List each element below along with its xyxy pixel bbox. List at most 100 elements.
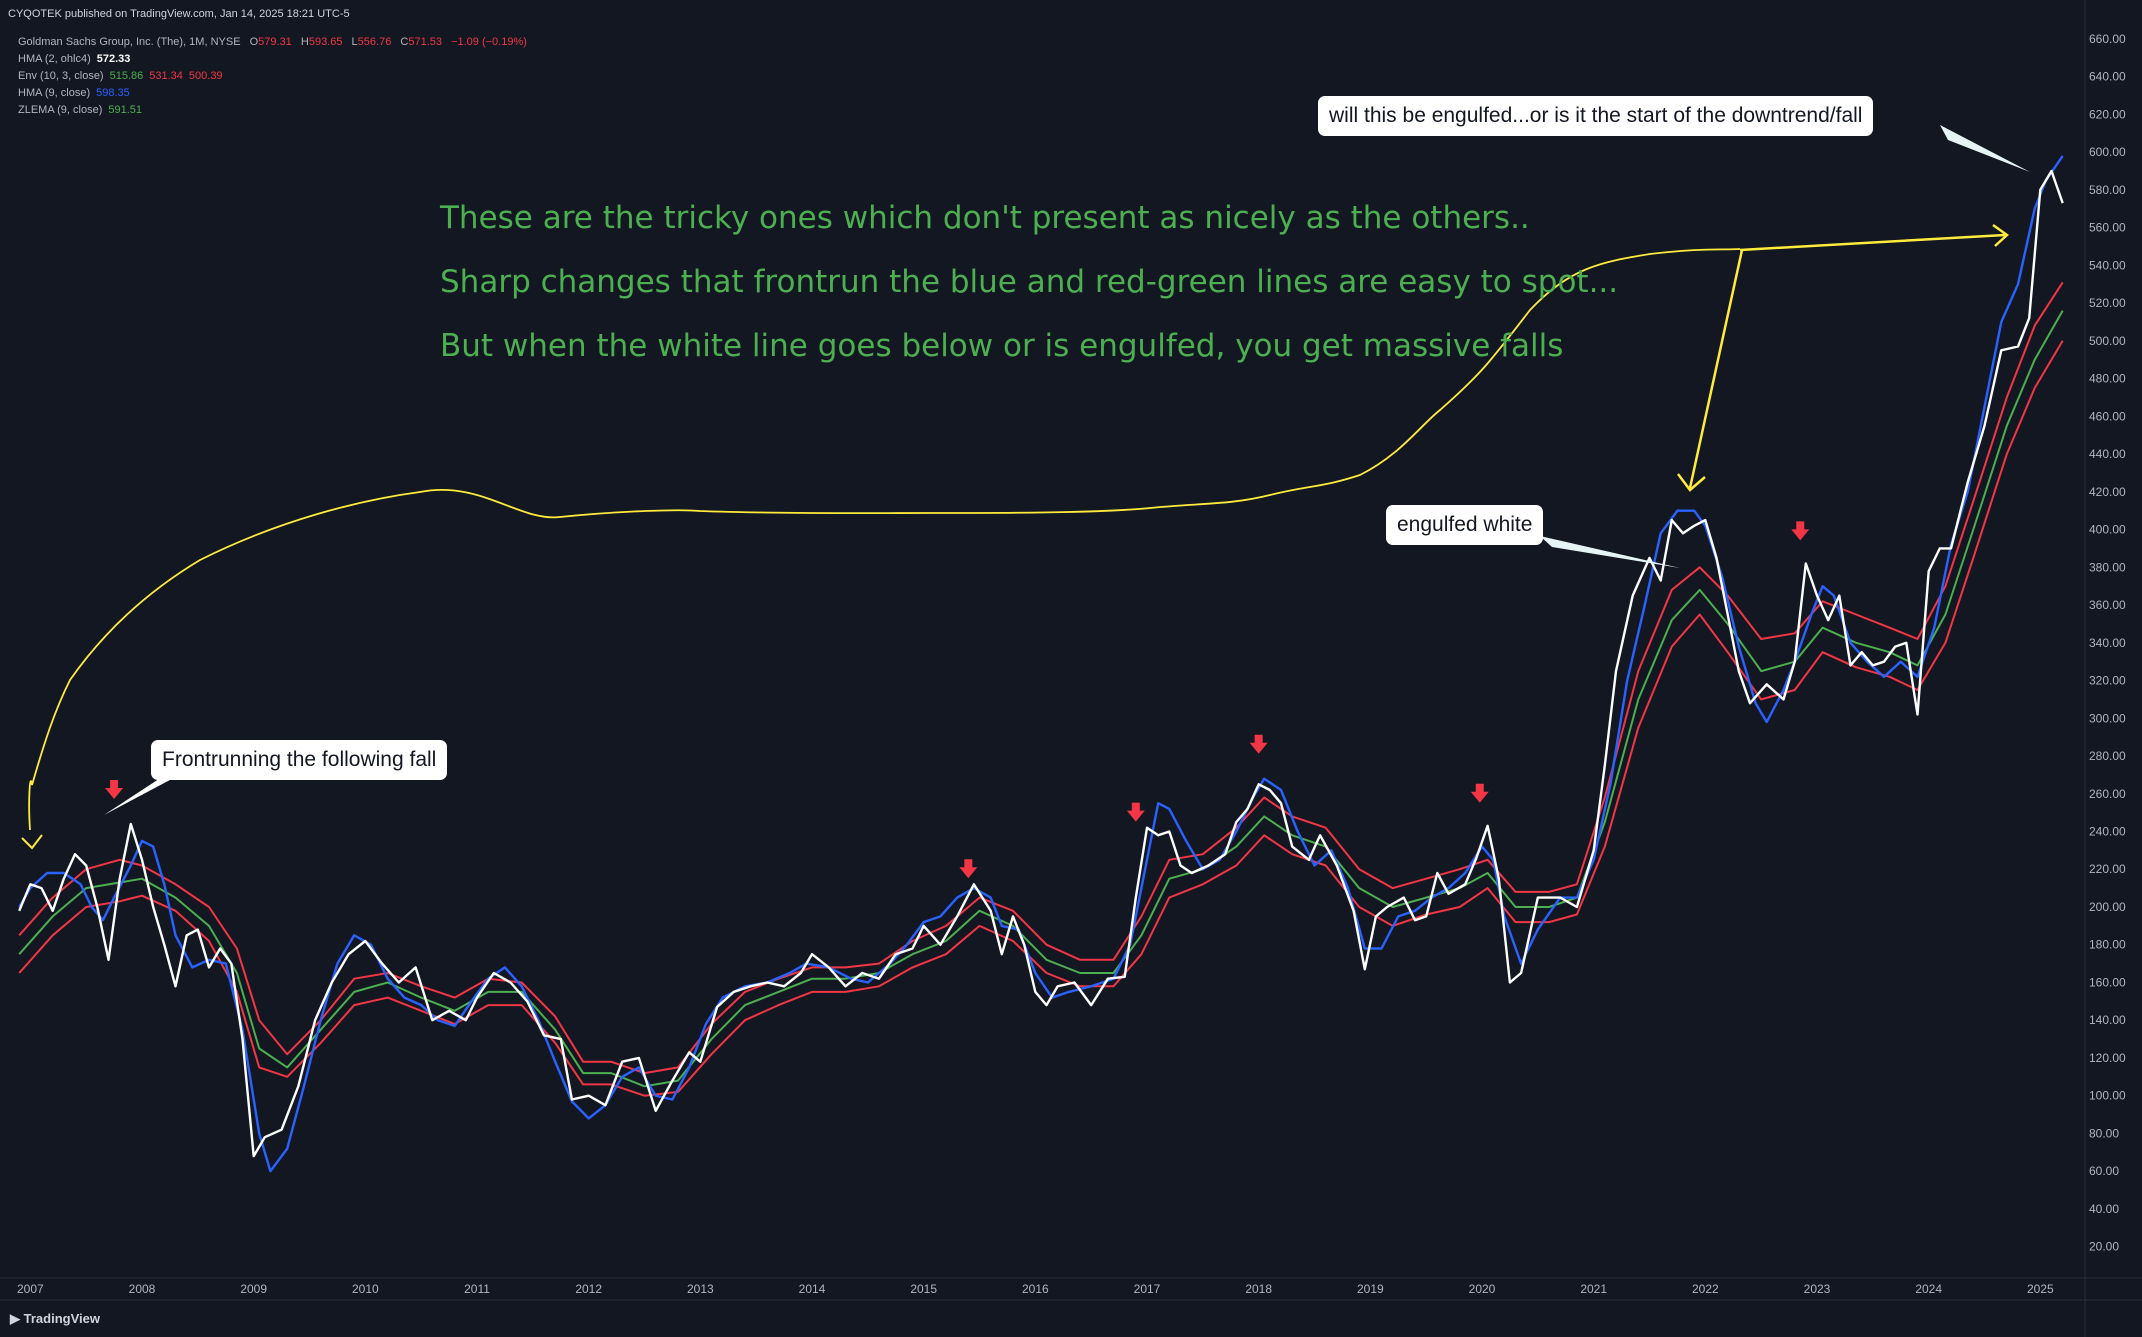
note-line-3: But when the white line goes below or is… (440, 328, 1564, 364)
red-down-arrow-marker (1126, 802, 1145, 822)
y-tick-label: 100.00 (2089, 1089, 2126, 1103)
x-tick-label: 2007 (17, 1282, 44, 1296)
x-tick-label: 2016 (1022, 1282, 1049, 1296)
legend-zlema-row: ZLEMA (9, close) 591.51 (18, 102, 533, 119)
legend-high-label: H (300, 36, 309, 48)
y-tick-label: 80.00 (2089, 1126, 2119, 1140)
red-down-arrow-marker (105, 779, 124, 799)
y-tick-label: 180.00 (2089, 938, 2126, 952)
callout-top[interactable]: will this be engulfed...or is it the sta… (1318, 96, 1874, 136)
series-line (18, 310, 2064, 1088)
y-tick-label: 480.00 (2089, 372, 2126, 386)
x-tick-label: 2025 (2027, 1282, 2054, 1296)
legend-hma9-row: HMA (9, close) 598.35 (18, 85, 533, 102)
note-line-1: These are the tricky ones which don't pr… (440, 200, 1530, 236)
legend-high: 593.65 (308, 36, 343, 48)
callout-top-pointer (1940, 125, 2030, 172)
red-down-arrow-marker (959, 859, 978, 879)
legend-hma2-value: 572.33 (96, 53, 131, 65)
watermark-text: TradingView (23, 1311, 100, 1326)
y-tick-label: 600.00 (2089, 145, 2126, 159)
y-tick-label: 560.00 (2089, 221, 2126, 235)
y-tick-label: 620.00 (2089, 107, 2126, 121)
x-tick-label: 2017 (1134, 1282, 1161, 1296)
legend-symbol-row: Goldman Sachs Group, Inc. (The), 1M, NYS… (18, 34, 533, 51)
y-tick-label: 20.00 (2089, 1240, 2119, 1254)
x-tick-label: 2009 (240, 1282, 267, 1296)
legend-close-label: C (400, 36, 409, 48)
legend-close: 571.53 (408, 36, 442, 48)
yellow-arrow-to-2024 (1739, 233, 2006, 252)
y-tick-label: 500.00 (2089, 334, 2126, 348)
x-tick-label: 2022 (1692, 1282, 1719, 1296)
y-tick-label: 120.00 (2089, 1051, 2126, 1065)
x-tick-label: 2015 (910, 1282, 937, 1296)
yellow-arrow-to-2021 (1688, 249, 1744, 489)
y-tick-label: 300.00 (2089, 711, 2126, 725)
publish-line: CYQOTEK published on TradingView.com, Ja… (8, 8, 350, 20)
y-tick-label: 400.00 (2089, 523, 2126, 537)
x-tick-label: 2023 (1804, 1282, 1831, 1296)
yellow-curve-arrow (28, 248, 1741, 831)
legend-title: Goldman Sachs Group, Inc. (The), 1M, NYS… (18, 36, 241, 48)
red-down-arrow-marker (1470, 783, 1489, 803)
legend-hma9-label: HMA (9, close) (18, 87, 91, 99)
y-tick-label: 460.00 (2089, 409, 2126, 423)
callout-frontrunning-pointer (104, 772, 185, 815)
x-tick-label: 2010 (352, 1282, 379, 1296)
x-tick-label: 2013 (687, 1282, 714, 1296)
legend-hma2-row: HMA (2, ohlc4) 572.33 (18, 51, 533, 68)
y-tick-label: 280.00 (2089, 749, 2126, 763)
y-tick-label: 360.00 (2089, 598, 2126, 612)
x-tick-label: 2024 (1915, 1282, 1942, 1296)
legend-hma2-label: HMA (2, ohlc4) (18, 53, 91, 65)
series-line (18, 340, 2064, 1097)
indicator-legend: Goldman Sachs Group, Inc. (The), 1M, NYS… (18, 34, 533, 119)
series-line (18, 169, 2064, 1158)
legend-zlema-label: ZLEMA (9, close) (18, 104, 103, 116)
y-tick-label: 580.00 (2089, 183, 2126, 197)
y-tick-label: 320.00 (2089, 674, 2126, 688)
callout-frontrunning[interactable]: Frontrunning the following fall (151, 740, 448, 780)
tradingview-logo-icon: ▶ (10, 1311, 20, 1326)
y-tick-label: 200.00 (2089, 900, 2126, 914)
y-tick-label: 40.00 (2089, 1202, 2119, 1216)
x-tick-label: 2018 (1245, 1282, 1272, 1296)
y-tick-label: 420.00 (2089, 485, 2126, 499)
yellow-arrowhead-left (21, 834, 43, 850)
y-tick-label: 440.00 (2089, 447, 2126, 461)
callout-engulfed-pointer (1540, 536, 1680, 568)
legend-open-label: O (249, 36, 259, 48)
y-tick-label: 640.00 (2089, 70, 2126, 84)
x-tick-label: 2021 (1580, 1282, 1607, 1296)
callout-engulfed[interactable]: engulfed white (1386, 505, 1544, 545)
legend-env-row: Env (10, 3, close) 515.86 531.34 500.39 (18, 68, 533, 85)
legend-env-upper: 531.34 (149, 70, 183, 82)
legend-hma9-value: 598.35 (96, 87, 130, 99)
legend-env-lower: 500.39 (188, 70, 223, 82)
legend-open: 579.31 (258, 36, 292, 48)
x-tick-label: 2014 (799, 1282, 826, 1296)
yellow-arrowhead-right (1992, 223, 2009, 247)
tradingview-watermark: ▶ TradingView (10, 1311, 100, 1327)
x-tick-label: 2008 (129, 1282, 156, 1296)
red-down-arrow-marker (1249, 734, 1268, 754)
x-tick-label: 2019 (1357, 1282, 1384, 1296)
legend-env-label: Env (10, 3, close) (18, 70, 104, 82)
y-tick-label: 260.00 (2089, 787, 2126, 801)
y-tick-label: 240.00 (2089, 825, 2126, 839)
y-tick-label: 160.00 (2089, 975, 2126, 989)
note-line-2: Sharp changes that frontrun the blue and… (440, 264, 1619, 300)
yellow-arrowhead-down (1677, 473, 1706, 492)
legend-low-label: L (351, 36, 358, 48)
x-tick-label: 2012 (575, 1282, 602, 1296)
legend-zlema-value: 591.51 (108, 104, 143, 116)
y-tick-label: 380.00 (2089, 560, 2126, 574)
y-tick-label: 520.00 (2089, 296, 2126, 310)
legend-change: −1.09 (−0.19%) (451, 36, 527, 48)
y-tick-label: 340.00 (2089, 636, 2126, 650)
y-tick-label: 140.00 (2089, 1013, 2126, 1027)
legend-env-basis: 515.86 (109, 70, 144, 82)
x-tick-label: 2011 (464, 1282, 490, 1296)
